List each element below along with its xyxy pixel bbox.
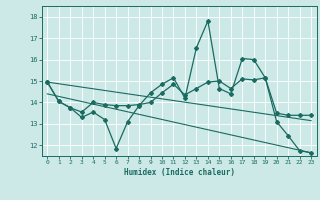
X-axis label: Humidex (Indice chaleur): Humidex (Indice chaleur) xyxy=(124,168,235,177)
